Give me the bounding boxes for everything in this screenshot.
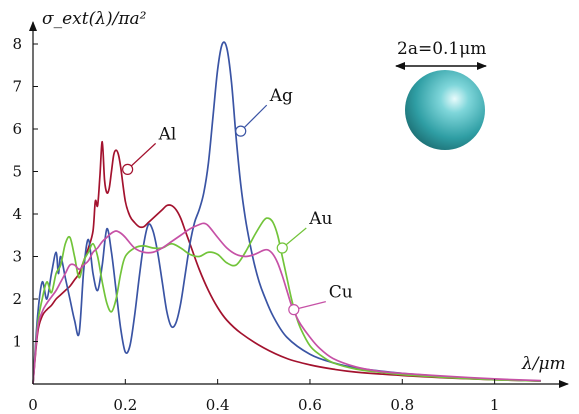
y-axis-label: σ_ext(λ)/πa² <box>42 9 147 29</box>
x-tick-label: 0 <box>28 396 38 414</box>
series-line-au <box>32 217 541 385</box>
series-line-ag <box>32 41 541 385</box>
x-tick-label: 0.2 <box>113 396 137 414</box>
y-tick-label: 2 <box>12 290 22 308</box>
series-label-ag: Ag <box>269 86 293 106</box>
series-label-au: Au <box>308 209 332 229</box>
sphere-icon <box>405 70 485 150</box>
series-marker-al <box>122 163 134 175</box>
x-tick-label: 1 <box>490 396 500 414</box>
x-tick-label: 0.8 <box>390 396 414 414</box>
x-axis-label: λ/μm <box>521 354 566 374</box>
series-leader-al <box>127 142 157 170</box>
axes <box>29 21 569 388</box>
series-label-al: Al <box>158 124 177 144</box>
y-tick-label: 1 <box>12 333 22 351</box>
y-tick-label: 8 <box>12 35 22 53</box>
series-marker-au <box>276 242 288 254</box>
series-group <box>32 41 541 385</box>
x-tick-label: 0.6 <box>298 396 322 414</box>
series-line-al <box>32 140 541 385</box>
series-marker-cu <box>288 304 300 316</box>
series-label-cu: Cu <box>329 283 353 303</box>
size-annotation: 2a=0.1μm <box>395 39 487 150</box>
sphere-size-label: 2a=0.1μm <box>397 39 486 59</box>
y-tick-label: 6 <box>12 120 22 138</box>
y-tick-label: 4 <box>12 205 22 223</box>
series-leader-ag <box>240 104 268 132</box>
y-tick-label: 5 <box>12 163 22 181</box>
series-labels: Al Ag Au Cu <box>122 86 353 316</box>
y-tick-label: 7 <box>12 78 22 96</box>
ticks: 0 0.2 0.4 0.6 0.8 1 1 2 3 4 5 6 7 8 <box>12 35 499 414</box>
x-tick-label: 0.4 <box>206 396 230 414</box>
series-marker-ag <box>235 125 247 137</box>
series-line-cu <box>32 222 541 385</box>
y-tick-label: 3 <box>12 248 22 266</box>
